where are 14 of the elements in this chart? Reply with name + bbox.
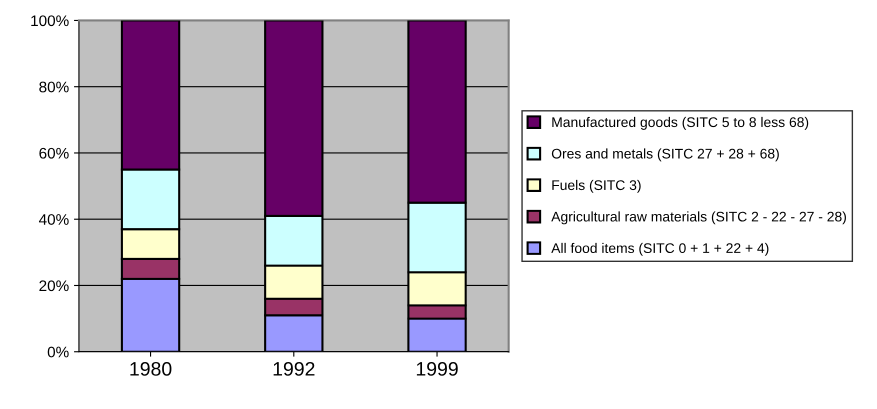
x-tick-label: 1992 (274, 362, 314, 376)
y-tick-label: 100% (31, 15, 69, 26)
y-tick-label: 80% (39, 82, 69, 92)
y-tick-label: 40% (38, 214, 69, 225)
x-tick-label: 1999 (416, 362, 458, 376)
y-tick-label: 20% (39, 280, 69, 292)
y-tick-label: 60% (39, 148, 69, 159)
legend-label: Ores and metals (SITC 27 + 28 + 68) (552, 148, 779, 162)
x-tick-label: 1980 (130, 362, 172, 376)
legend-label: Manufactured goods (SITC 5 to 8 less 68) (552, 116, 808, 130)
y-tick-label: 0% (48, 346, 69, 358)
legend-label: Agricultural raw materials (SITC 2 - 22 - 27 - 28) (551, 211, 846, 224)
legend-label: Fuels (SITC 3) (552, 180, 641, 193)
legend-label: All food items (SITC 0 + 1 + 22 + 4) (551, 242, 768, 256)
